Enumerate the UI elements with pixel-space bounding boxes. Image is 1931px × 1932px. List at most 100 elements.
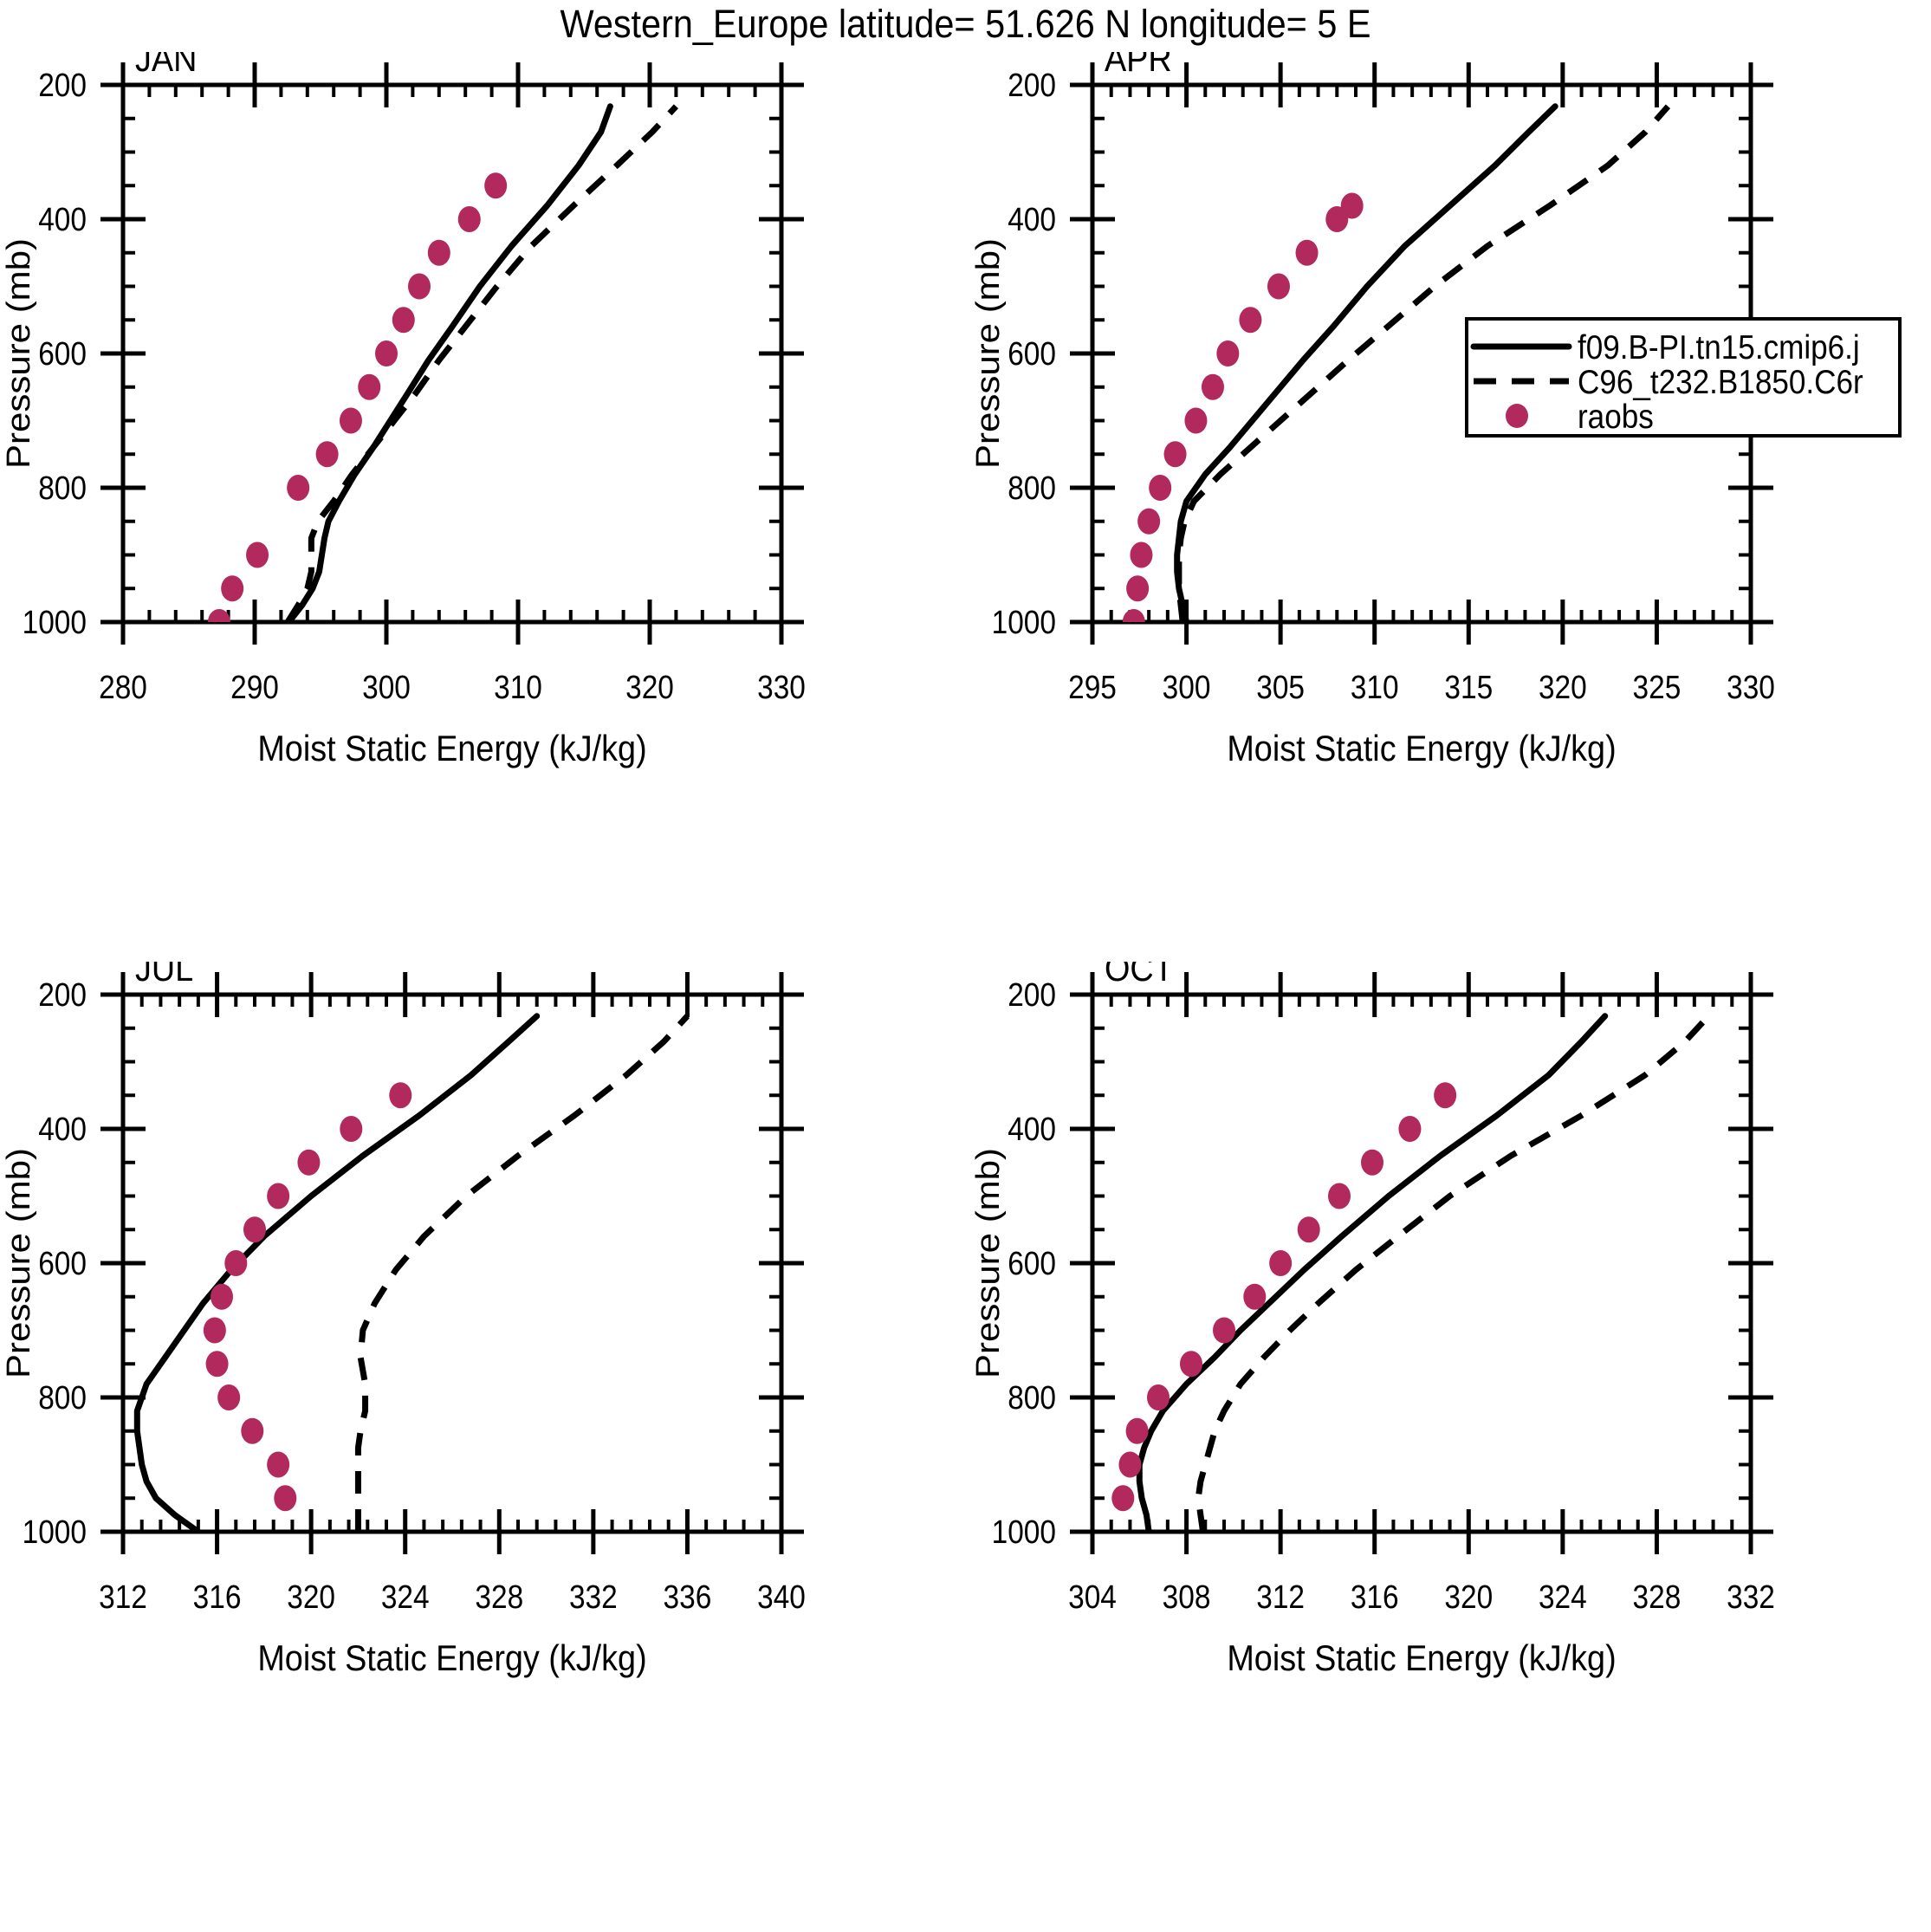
- raobs-point: [246, 541, 269, 568]
- y-tick-label: 400: [38, 1111, 87, 1147]
- x-axis-ticks: 280 290 300 310 320 330: [99, 62, 806, 705]
- panel-tag: JUL: [135, 962, 193, 989]
- y-tick-label: 400: [38, 201, 87, 237]
- raobs-point: [1184, 407, 1208, 434]
- x-tick-label: 308: [1163, 1579, 1211, 1615]
- x-tick-label: 332: [569, 1579, 618, 1615]
- raobs-point: [1239, 307, 1262, 334]
- x-tick-label: 295: [1068, 669, 1117, 705]
- y-tick-label: 1000: [992, 1514, 1056, 1550]
- y-tick-label: 1000: [992, 604, 1056, 640]
- x-axis-ticks: 304 308 312 316 320 324 328 332: [1068, 972, 1775, 1615]
- panel-tag: JAN: [135, 52, 197, 79]
- figure-title: Western_Europe latitude= 51.626 N longit…: [560, 2, 1371, 46]
- raobs-point: [1111, 1485, 1135, 1512]
- x-tick-label: 315: [1444, 669, 1493, 705]
- raobs-point: [339, 407, 362, 434]
- x-tick-label: 336: [664, 1579, 712, 1615]
- y-tick-label: 600: [38, 1245, 87, 1281]
- raobs-point: [1216, 340, 1240, 366]
- legend: f09.B-PI.tn15.cmip6.jC96_t232.B1850.C6rr…: [1465, 317, 1902, 438]
- legend-box: [1465, 317, 1902, 438]
- plot-apr: 295 300 305 310 315 320 325 330 200 400 600 800 1000…: [970, 52, 1902, 768]
- raobs-point: [315, 441, 339, 468]
- y-tick-label: 200: [1008, 67, 1056, 103]
- x-axis-title: Moist Static Energy (kJ/kg): [1227, 729, 1616, 768]
- y-tick-label: 200: [38, 67, 87, 103]
- x-tick-label: 312: [1256, 1579, 1305, 1615]
- raobs-point: [1201, 373, 1224, 400]
- raobs-point: [221, 575, 244, 602]
- raobs-point: [1398, 1116, 1422, 1142]
- y-tick-label: 800: [38, 1379, 87, 1416]
- y-tick-label: 800: [1008, 1379, 1056, 1416]
- raobs-point: [1297, 1216, 1320, 1243]
- x-tick-label: 320: [1444, 1579, 1493, 1615]
- raobs-point: [1122, 609, 1145, 622]
- x-tick-label: 328: [1633, 1579, 1682, 1615]
- raobs-point: [1269, 1250, 1293, 1276]
- x-tick-label: 320: [625, 669, 674, 705]
- x-tick-label: 332: [1727, 1579, 1775, 1615]
- data-layer: [133, 1013, 690, 1532]
- series-solid: [133, 1013, 541, 1532]
- x-tick-label: 340: [757, 1579, 806, 1615]
- series-solid: [1136, 1013, 1609, 1532]
- x-tick-label: 310: [1351, 669, 1399, 705]
- raobs-point: [1340, 192, 1364, 219]
- raobs-point: [375, 340, 398, 366]
- raobs-point: [241, 1417, 264, 1444]
- raobs-point: [1126, 575, 1150, 602]
- y-axis-title: Pressure (mb): [970, 1148, 1007, 1378]
- raobs-point: [358, 373, 381, 400]
- raobs-point: [203, 1317, 226, 1344]
- y-tick-label: 600: [1008, 1245, 1056, 1281]
- raobs-point: [1361, 1149, 1383, 1176]
- legend-label: C96_t232.B1850.C6r: [1578, 362, 1863, 400]
- plot-frame: [1090, 992, 1753, 1534]
- panel-oct: 304 308 312 316 320 324 328 332 200 400 600 800 1000…: [969, 962, 1931, 1932]
- series-dashed: [1176, 104, 1671, 622]
- x-tick-label: 330: [757, 669, 806, 705]
- x-axis-ticks: 295 300 305 310 315 320 325 330: [1068, 62, 1775, 705]
- raobs-point: [211, 1283, 233, 1310]
- panel-tag: OCT: [1105, 962, 1174, 989]
- raobs-point: [1137, 508, 1161, 535]
- plot-frame: [120, 82, 784, 625]
- series-dashed: [354, 1014, 690, 1532]
- legend-swatch-marker: [1506, 404, 1528, 428]
- raobs-point: [267, 1183, 290, 1209]
- raobs-point: [389, 1082, 412, 1109]
- x-axis-title: Moist Static Energy (kJ/kg): [257, 729, 646, 768]
- x-tick-label: 312: [99, 1579, 147, 1615]
- raobs-point: [392, 307, 415, 334]
- raobs-point: [1213, 1317, 1235, 1344]
- raobs-point: [1180, 1351, 1202, 1378]
- x-axis-title: Moist Static Energy (kJ/kg): [1227, 1638, 1616, 1678]
- y-tick-label: 800: [1008, 470, 1056, 506]
- raobs-point: [1328, 1183, 1351, 1209]
- y-axis-title: Pressure (mb): [1, 1148, 37, 1378]
- y-tick-label: 1000: [23, 604, 87, 640]
- raobs-point: [1130, 541, 1153, 568]
- raobs-point: [408, 273, 431, 300]
- x-tick-label: 310: [494, 669, 542, 705]
- raobs-point: [1149, 475, 1172, 501]
- x-tick-label: 304: [1068, 1579, 1117, 1615]
- raobs-markers: [1111, 1082, 1457, 1512]
- raobs-point: [1267, 273, 1290, 300]
- x-tick-label: 280: [99, 669, 147, 705]
- x-tick-label: 290: [230, 669, 279, 705]
- x-tick-label: 320: [287, 1579, 335, 1615]
- raobs-point: [297, 1149, 321, 1176]
- y-axis-title: Pressure (mb): [1, 238, 37, 469]
- y-tick-label: 200: [1008, 976, 1056, 1013]
- raobs-point: [1295, 239, 1319, 266]
- raobs-point: [427, 239, 450, 266]
- x-tick-label: 300: [362, 669, 411, 705]
- x-tick-label: 320: [1539, 669, 1587, 705]
- raobs-point: [267, 1451, 290, 1478]
- data-layer: [207, 103, 678, 622]
- legend-label: f09.B-PI.tn15.cmip6.j: [1578, 327, 1860, 366]
